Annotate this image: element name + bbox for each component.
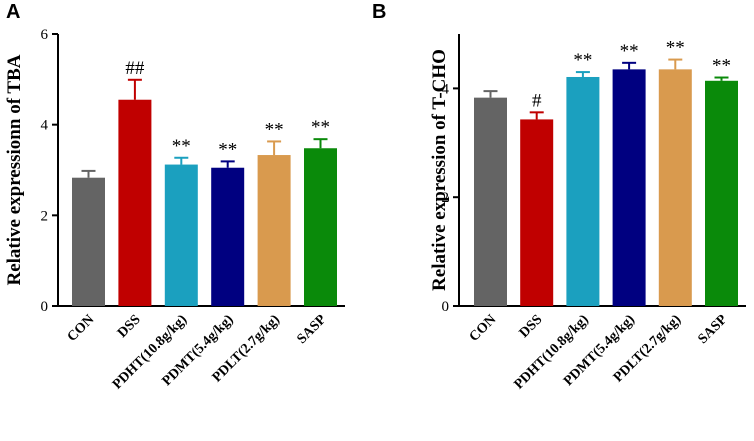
bar-4 [257, 155, 291, 306]
y-tick-label: 4 [41, 118, 49, 134]
panel-label: A [6, 1, 20, 23]
category-label-1: DSS [115, 312, 144, 341]
y-tick-label: 2 [442, 190, 450, 206]
panel-b-chart: B Relative expression of T-CHO 0 2 4 CON # DSS *… [372, 1, 746, 392]
category-label-0: CON [65, 312, 98, 345]
bar-2 [566, 76, 600, 306]
category-label-5: SASP [696, 312, 731, 347]
y-axis-title: Relative expression of T-CHO [429, 49, 450, 291]
significance-label-2: ** [573, 50, 592, 71]
y-tick-label: 0 [41, 299, 49, 315]
bar-3 [612, 69, 646, 306]
y-tick-label: 6 [41, 27, 49, 43]
category-label-1: DSS [517, 312, 546, 341]
significance-label-1: # [532, 90, 542, 111]
significance-label-2: ** [172, 136, 191, 157]
bar-5 [304, 148, 337, 306]
y-tick-label: 2 [41, 208, 49, 224]
significance-label-3: ** [620, 41, 639, 62]
significance-label-5: ** [712, 56, 731, 77]
category-label-0: CON [467, 312, 500, 345]
significance-label-4: ** [265, 119, 284, 140]
y-tick-label: 4 [442, 81, 450, 97]
panel-a-chart: A Relative expressionn of TBA 0 2 4 6 CON ## DSS… [4, 1, 345, 392]
significance-label-3: ** [218, 139, 237, 160]
significance-label-4: ** [666, 38, 685, 59]
bar-0 [474, 97, 507, 306]
bar-1 [118, 99, 152, 306]
bar-3 [211, 167, 245, 306]
bar-0 [72, 177, 105, 306]
category-label-5: SASP [295, 312, 330, 347]
bar-2 [164, 164, 198, 306]
significance-label-5: ** [311, 117, 330, 138]
bar-4 [658, 69, 692, 306]
y-axis-title: Relative expressionn of TBA [4, 54, 25, 285]
y-tick-label: 0 [442, 299, 450, 315]
bar-1 [520, 119, 554, 307]
bar-5 [705, 80, 738, 306]
panel-label: B [372, 1, 386, 23]
significance-label-1: ## [125, 58, 145, 79]
